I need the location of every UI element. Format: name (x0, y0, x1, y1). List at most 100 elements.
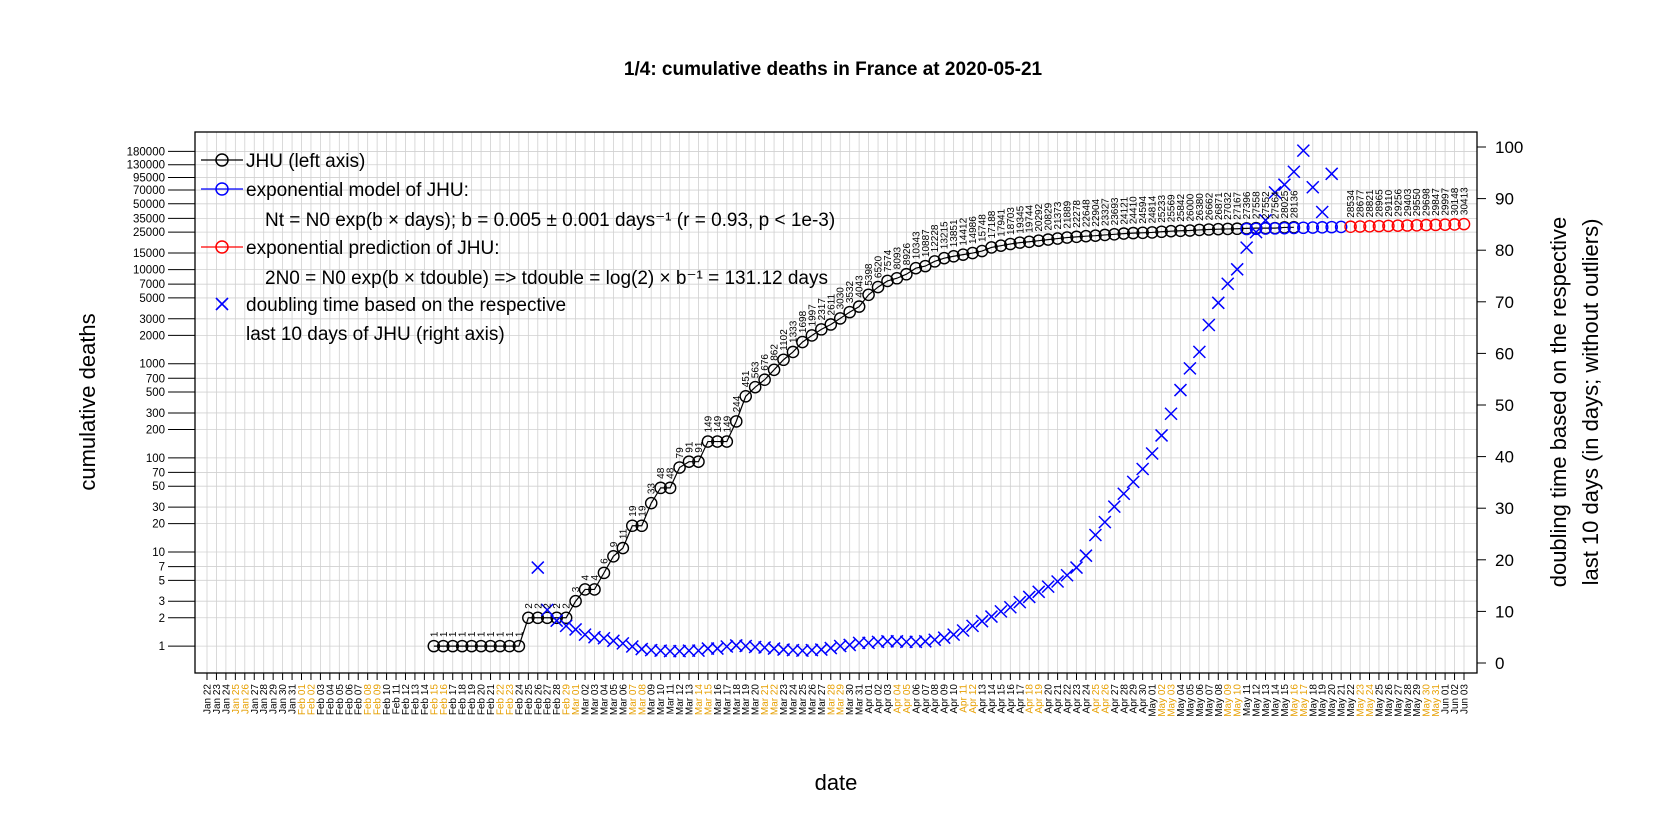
x-tick-label: Apr 23 (1072, 684, 1083, 714)
right-axis-ticks: 0 10 20 30 40 50 60 70 80 90 100 (1477, 138, 1523, 673)
x-tick-label: Jan 24 (221, 684, 232, 714)
data-label: 4 (581, 574, 592, 580)
doubling-point (1202, 318, 1216, 332)
doubling-point (1240, 241, 1254, 255)
series-point (1070, 230, 1083, 244)
series-point (644, 496, 658, 510)
series-point (871, 280, 885, 294)
doubling-point (578, 628, 592, 642)
x-axis-label: date (815, 770, 858, 795)
series-point (748, 380, 762, 394)
left-tick-label: 3000 (139, 314, 165, 326)
series-point (1278, 221, 1291, 235)
x-tick-label: May 15 (1280, 684, 1291, 717)
x-tick-label: Mar 16 (713, 684, 724, 716)
series-point (663, 481, 677, 495)
doubling-point (1088, 528, 1102, 542)
series-point (909, 261, 923, 275)
data-label: 1 (495, 631, 506, 637)
x-tick-label: Mar 22 (770, 684, 781, 716)
series-point (522, 611, 535, 625)
legend-prediction-formula: 2N0 = N0 exp(b × tdouble) => tdouble = l… (265, 268, 828, 289)
doubling-point (1069, 561, 1084, 575)
data-label: 563 (751, 361, 762, 378)
x-tick-label: Jan 28 (259, 684, 270, 714)
data-label: 3030 (836, 287, 847, 310)
data-label: 30413 (1460, 187, 1471, 215)
left-tick-label: 5 (159, 575, 165, 587)
doubling-point (1098, 515, 1112, 529)
left-tick-label: 50000 (133, 199, 165, 211)
series-point (1164, 224, 1178, 238)
series-point (1051, 232, 1064, 245)
doubling-point (1117, 487, 1131, 501)
data-label: 28534 (1346, 189, 1357, 217)
series-point (1183, 224, 1197, 237)
data-label: 28136 (1289, 190, 1300, 218)
data-label: 1 (467, 631, 478, 637)
x-tick-label: Feb 17 (448, 684, 459, 716)
x-tick-label: Jan 29 (269, 684, 280, 714)
series-point (1448, 218, 1461, 231)
right-tick-label: 20 (1495, 551, 1514, 570)
data-labels: 1111111111222223446911191933484879919114… (429, 187, 1470, 637)
doubling-point (1013, 595, 1027, 609)
data-label: 2 (543, 603, 554, 609)
series-point (1126, 226, 1140, 240)
data-label: 48 (656, 467, 667, 479)
series-point (947, 249, 960, 263)
data-label: 13215 (940, 221, 951, 249)
data-label: 13851 (949, 219, 960, 247)
data-label: 23327 (1100, 198, 1111, 226)
x-tick-label: Feb 09 (373, 684, 384, 716)
data-label: 1 (477, 631, 488, 637)
data-label: 9 (609, 541, 620, 547)
doubling-point (1136, 462, 1150, 476)
series-point (692, 455, 705, 469)
left-tick-label: 2000 (139, 330, 165, 342)
data-label: 5398 (864, 263, 875, 286)
doubling-point (1268, 185, 1282, 199)
series-point (1287, 221, 1301, 235)
chart-title: 1/4: cumulative deaths in France at 2020… (624, 59, 1043, 80)
x-tick-label: Apr 04 (892, 684, 903, 714)
data-label: 1102 (779, 329, 790, 351)
data-label: 1 (429, 631, 440, 637)
doubling-point (1173, 383, 1187, 397)
data-label: 33 (647, 483, 658, 495)
x-tick-label: May 31 (1431, 684, 1442, 717)
data-label: 19 (628, 505, 639, 517)
left-tick-label: 70000 (133, 185, 165, 197)
doubling-point (1315, 205, 1329, 219)
x-tick-label: May 10 (1233, 684, 1244, 717)
series-point (493, 639, 507, 653)
series-point (1136, 226, 1149, 240)
series-point (531, 611, 545, 625)
doubling-point (701, 642, 715, 656)
x-tick-label: May 01 (1148, 684, 1159, 717)
data-label: 22278 (1072, 200, 1083, 228)
data-label: 27032 (1223, 192, 1234, 220)
x-tick-label: Apr 06 (911, 684, 922, 714)
series-point (1249, 222, 1263, 236)
data-label: 6520 (874, 255, 885, 278)
x-tick-label: Mar 26 (807, 684, 818, 716)
x-tick-label: Mar 31 (855, 684, 866, 716)
data-label: 21889 (1063, 200, 1074, 228)
data-label: 28025 (1280, 190, 1291, 218)
data-label: 1 (458, 631, 469, 637)
left-tick-label: 5000 (139, 293, 165, 305)
series-point (1117, 227, 1131, 240)
x-tick-label: May 25 (1374, 684, 1385, 717)
data-label: 29847 (1431, 188, 1442, 216)
x-tick-label: Mar 09 (647, 684, 658, 716)
data-label: 91 (694, 441, 705, 453)
left-tick-label: 3 (159, 596, 165, 608)
x-tick-label: Jun 02 (1450, 684, 1461, 714)
x-tick-label: Apr 17 (1015, 684, 1026, 714)
x-tick-label: Apr 05 (902, 684, 913, 714)
right-tick-label: 40 (1495, 448, 1514, 467)
left-tick-label: 10 (152, 547, 165, 559)
data-label: 29110 (1384, 189, 1395, 217)
x-tick-label: Mar 21 (760, 684, 771, 716)
